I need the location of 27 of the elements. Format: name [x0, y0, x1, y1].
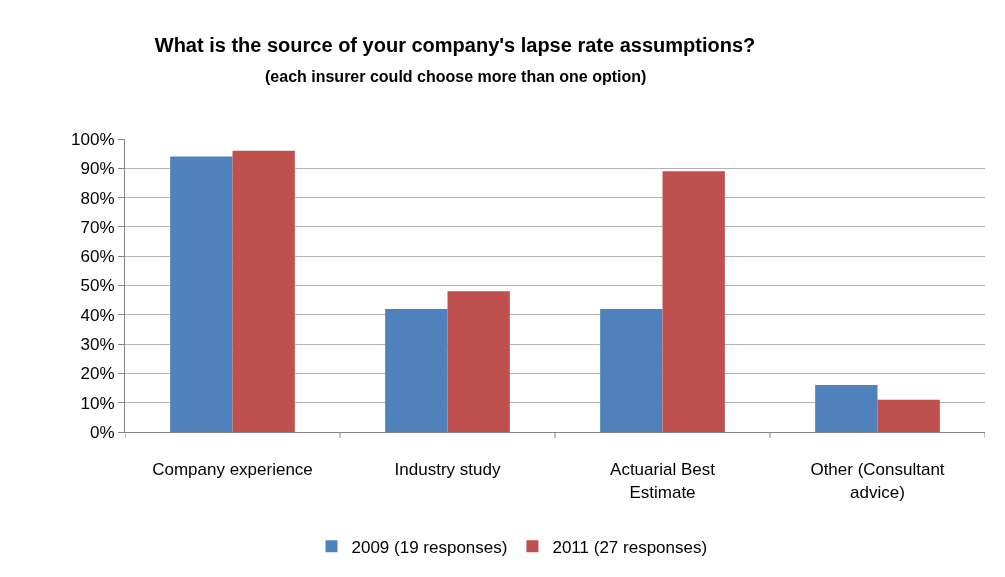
bar	[232, 150, 295, 432]
y-tick-label: 50%	[80, 276, 115, 296]
x-tick-label: Company experience	[152, 460, 313, 480]
bar	[385, 308, 448, 432]
x-tick-label: Industry study	[394, 460, 501, 480]
bar	[600, 308, 663, 432]
y-tick-label: 70%	[80, 217, 115, 237]
y-tick-label: 90%	[80, 159, 115, 179]
bar	[170, 156, 233, 432]
chart-subtitle: (each insurer could choose more than one option)	[265, 68, 647, 85]
y-tick-label: 60%	[80, 247, 115, 267]
bar	[447, 291, 510, 432]
y-tick-label: 80%	[80, 188, 115, 208]
bar	[662, 171, 725, 432]
bar	[815, 385, 878, 432]
y-tick-label: 40%	[80, 305, 115, 325]
bar	[877, 399, 940, 432]
y-tick-label: 0%	[90, 422, 115, 442]
y-tick-label: 10%	[80, 393, 115, 413]
legend-label: 2009 (19 responses)	[351, 537, 508, 557]
legend-label: 2011 (27 responses)	[552, 537, 708, 557]
y-tick-label: 30%	[80, 335, 115, 355]
y-tick-label: 20%	[80, 364, 115, 384]
x-tick-label: Other (Consultant advice)	[810, 460, 945, 502]
x-tick-label: Actuarial Best Estimate	[610, 460, 716, 502]
chart-title: What is the source of your company's lapse rate assumptions?	[154, 34, 756, 56]
y-tick-label: 100%	[71, 129, 115, 149]
